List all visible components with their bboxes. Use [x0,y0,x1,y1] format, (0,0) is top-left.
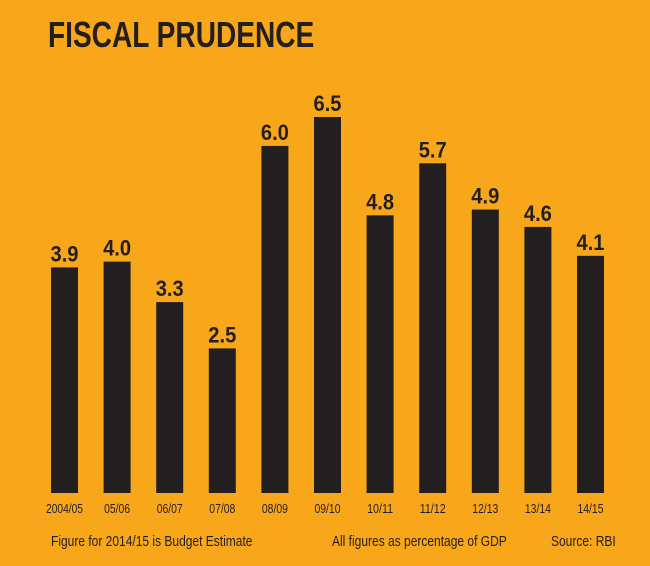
x-tick-label: 08/09 [262,501,288,516]
bar-10/11 [366,215,394,494]
x-tick-label: 14/15 [578,501,604,516]
data-label: 4.6 [524,201,552,226]
footnote-units: All figures as percentage of GDP [332,533,507,550]
bar-12/13 [471,209,499,494]
data-label: 3.9 [51,241,79,266]
x-tick-label: 05/06 [104,501,130,516]
chart-title: FISCAL PRUDENCE [48,14,315,55]
x-tick-label: 12/13 [472,501,498,516]
data-label: 2.5 [208,322,236,347]
data-label: 6.0 [261,120,289,145]
data-label: 4.9 [471,184,499,209]
bar-14/15 [577,255,604,493]
data-label: 5.7 [419,137,447,162]
x-tick-label: 06/07 [157,501,183,516]
x-tick-label: 2004/05 [46,501,83,516]
x-tick-label: 13/14 [525,501,551,516]
bar-05/06 [103,261,131,493]
data-label: 4.1 [577,230,605,255]
source-label: Source: RBI [551,533,616,550]
data-label: 4.0 [103,236,131,261]
bar-2004/05 [51,267,78,493]
bar-09/10 [314,117,341,493]
bar-08/09 [261,145,289,493]
data-label: 4.8 [366,189,394,214]
bar-13/14 [524,226,552,493]
bar-07/08 [208,348,236,493]
bar-11/12 [419,163,447,493]
x-tick-label: 09/10 [315,501,341,516]
x-tick-label: 07/08 [209,501,235,516]
footnote-budget-estimate: Figure for 2014/15 is Budget Estimate [51,533,253,550]
data-label: 3.3 [156,276,184,301]
x-tick-label: 11/12 [420,501,446,516]
bar-06/07 [156,302,184,493]
data-label: 6.5 [314,91,342,116]
x-tick-label: 10/11 [367,501,393,516]
